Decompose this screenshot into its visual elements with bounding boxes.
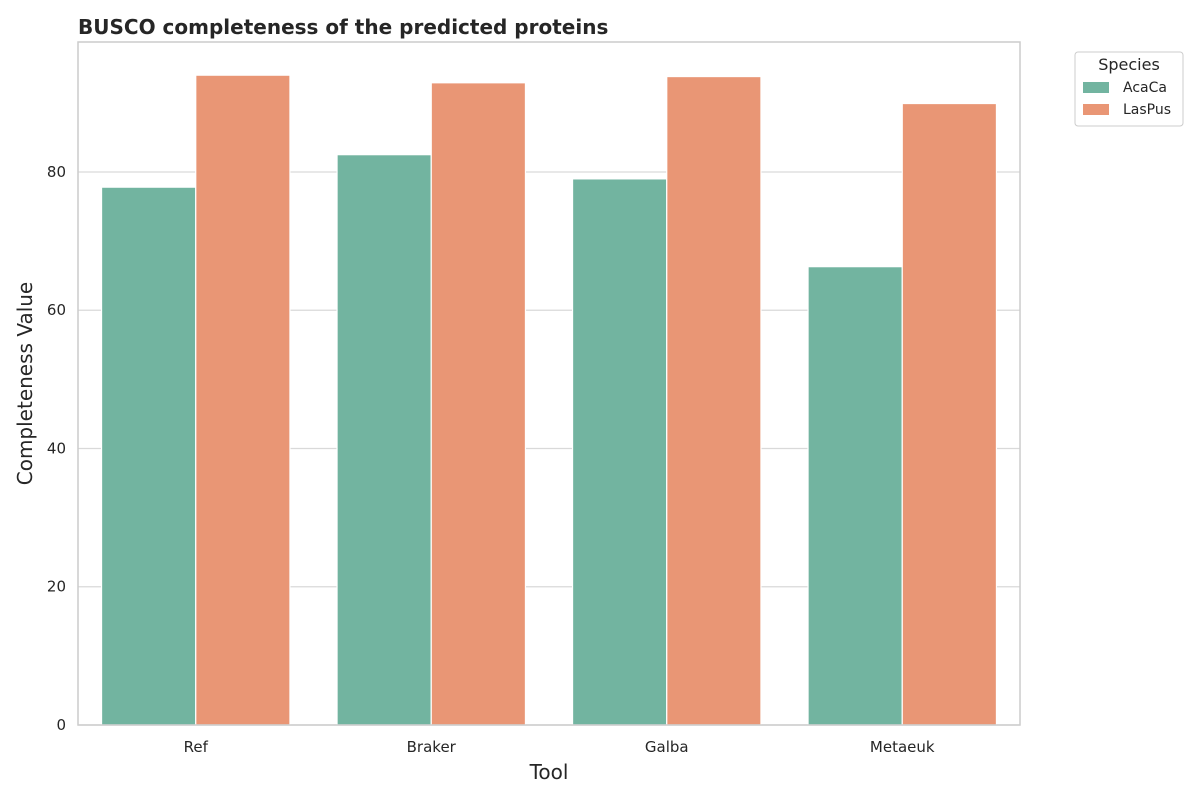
x-tick-label: Galba xyxy=(645,738,689,756)
x-tick-label: Braker xyxy=(407,738,457,756)
bars xyxy=(100,74,998,726)
x-tick-label: Metaeuk xyxy=(870,738,935,756)
bar-laspus-ref xyxy=(195,74,291,726)
legend-swatch-acaca xyxy=(1083,82,1109,93)
legend-items: AcaCa LasPus xyxy=(1083,80,1171,118)
legend-swatch-laspus xyxy=(1083,104,1109,115)
bar-laspus-galba xyxy=(666,75,762,726)
bar-acaca-galba xyxy=(571,178,668,726)
y-axis-label: Completeness Value xyxy=(13,282,37,486)
y-tick-label: 60 xyxy=(47,301,66,319)
bar-acaca-braker xyxy=(336,154,432,726)
legend-label: AcaCa xyxy=(1123,80,1167,96)
plot-frame xyxy=(77,41,1021,726)
legend-title: Species xyxy=(1098,55,1160,74)
x-tick-label: Ref xyxy=(184,738,209,756)
x-axis-label: Tool xyxy=(529,760,569,784)
y-tick-label: 40 xyxy=(47,439,66,457)
y-tick-label: 20 xyxy=(47,578,66,596)
bar-acaca-metaeuk xyxy=(807,266,903,726)
chart-title: BUSCO completeness of the predicted prot… xyxy=(78,15,608,39)
bar-laspus-metaeuk xyxy=(901,102,998,726)
y-tick-label: 80 xyxy=(47,163,66,181)
y-tick-labels: 0 20 40 60 80 xyxy=(47,163,66,734)
x-tick-labels: Ref Braker Galba Metaeuk xyxy=(184,738,935,756)
y-tick-label: 0 xyxy=(56,716,66,734)
bar-acaca-ref xyxy=(100,186,197,726)
bar-laspus-braker xyxy=(430,82,527,726)
legend-label: LasPus xyxy=(1123,102,1171,118)
legend: Species AcaCa LasPus xyxy=(1074,51,1184,127)
